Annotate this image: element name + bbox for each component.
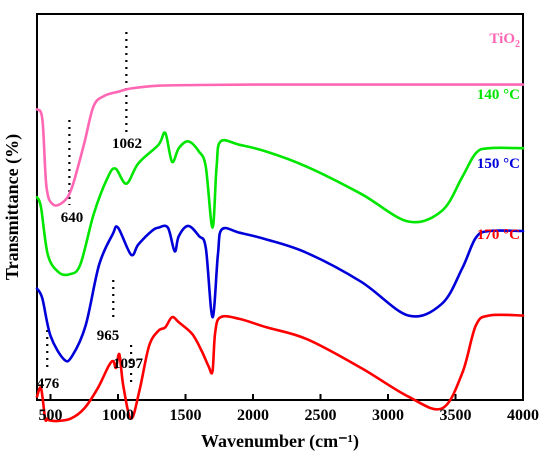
series-line-tio2 [35,83,525,207]
series-label-tio2-base: TiO [489,31,515,47]
series-line-150c [35,224,525,363]
series-line-140c [35,131,525,277]
spectrum-curves [35,83,525,423]
annotation-labels: 1062 640 965 1097 476 [37,136,144,392]
y-axis-title: Transmittance (%) [2,134,23,280]
x-tick-label: 4000 [507,407,539,424]
series-label-170: 170 °C [477,227,520,243]
series-label-tio2: TiO2 [489,31,520,50]
x-tick-label: 3500 [440,407,472,424]
series-line-170c [35,313,525,423]
annotation-label-476: 476 [37,376,60,392]
x-axis-ticks: 500 1000 1500 2000 2500 3000 3500 4000 [39,394,539,424]
plot-frame [36,13,524,401]
x-tick-label: 1000 [102,407,134,424]
x-tick-label: 1500 [170,407,202,424]
annotation-label-1062: 1062 [112,136,142,152]
x-tick-label: 500 [39,407,63,424]
series-label-150: 150 °C [477,156,520,172]
series-label-tio2-subscript: 2 [515,39,520,50]
x-axis-title: Wavenumber (cm⁻¹) [201,431,359,452]
annotation-label-1097: 1097 [113,356,144,372]
series-label-140: 140 °C [477,87,520,103]
annotation-label-640: 640 [61,210,84,226]
x-tick-label: 2000 [237,407,269,424]
x-tick-label: 2500 [305,407,337,424]
annotation-label-965: 965 [97,328,120,344]
x-tick-label: 3000 [372,407,404,424]
series-labels: TiO2 140 °C 150 °C 170 °C [477,31,520,243]
